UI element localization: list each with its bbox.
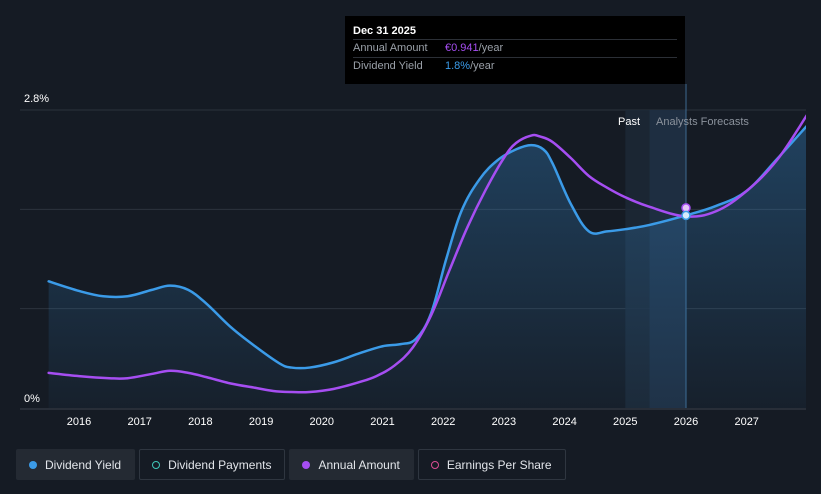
legend-label: Annual Amount xyxy=(318,457,400,472)
yield-area xyxy=(48,126,806,408)
legend-earnings-per-share[interactable]: Earnings Per Share xyxy=(417,449,566,480)
tooltip-annual-label: Annual Amount xyxy=(353,42,428,54)
x-tick-2024: 2024 xyxy=(552,416,576,428)
legend: Dividend Yield Dividend Payments Annual … xyxy=(16,449,566,480)
tooltip-date: Dec 31 2025 xyxy=(353,23,677,40)
tooltip-yield-row: Dividend Yield 1.8%/year xyxy=(353,58,677,75)
series-lines xyxy=(47,114,806,394)
x-tick-2016: 2016 xyxy=(67,416,91,428)
x-tick-2019: 2019 xyxy=(249,416,273,428)
legend-dividend-payments[interactable]: Dividend Payments xyxy=(139,449,286,480)
dividend-yield-dot-icon xyxy=(29,460,37,469)
tooltip-annual-row: Annual Amount €0.941/year xyxy=(353,40,677,58)
x-tick-labels: 2016 2017 2018 2019 2020 2021 2022 2023 2024 2025… xyxy=(67,416,759,428)
x-tick-2021: 2021 xyxy=(370,416,394,428)
x-tick-2018: 2018 xyxy=(188,416,212,428)
x-tick-2017: 2017 xyxy=(127,416,151,428)
x-tick-2025: 2025 xyxy=(613,416,637,428)
x-tick-2027: 2027 xyxy=(734,416,758,428)
annual-amount-line xyxy=(47,114,806,394)
highlight-markers xyxy=(681,203,691,221)
y-tick-labels: 2.8% 0% xyxy=(24,93,49,405)
legend-annual-amount[interactable]: Annual Amount xyxy=(289,449,414,480)
legend-label: Earnings Per Share xyxy=(446,457,552,472)
tooltip: Dec 31 2025 Annual Amount €0.941/year Div… xyxy=(345,16,685,84)
x-tick-2022: 2022 xyxy=(431,416,455,428)
annual-amount-dot-icon xyxy=(302,460,311,469)
earnings-per-share-ring-icon xyxy=(430,460,439,469)
tooltip-yield-label: Dividend Yield xyxy=(353,60,423,72)
legend-dividend-yield[interactable]: Dividend Yield xyxy=(16,449,136,480)
legend-label: Dividend Payments xyxy=(168,457,272,472)
y-tick-bottom: 0% xyxy=(24,393,40,405)
tooltip-annual-value: €0.941 xyxy=(445,42,479,54)
y-tick-top: 2.8% xyxy=(24,93,49,105)
x-tick-2026: 2026 xyxy=(674,416,698,428)
x-tick-2020: 2020 xyxy=(310,416,334,428)
tooltip-yield-unit: /year xyxy=(470,60,495,72)
legend-label: Dividend Yield xyxy=(45,457,122,472)
dividend-payments-ring-icon xyxy=(152,460,161,469)
past-label: Past xyxy=(618,116,640,128)
x-tick-2023: 2023 xyxy=(492,416,516,428)
tooltip-annual-unit: /year xyxy=(478,42,504,54)
dividend-yield-marker xyxy=(681,210,691,221)
tooltip-yield-value: 1.8% xyxy=(445,60,471,72)
dividend-yield-area xyxy=(48,126,806,408)
forecast-label: Analysts Forecasts xyxy=(656,116,749,128)
